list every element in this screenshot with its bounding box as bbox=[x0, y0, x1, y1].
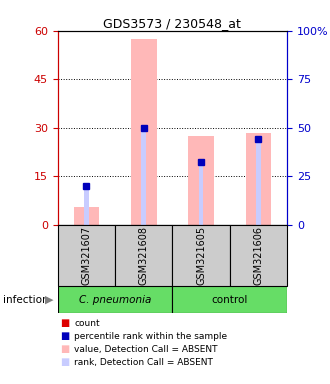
Bar bbox=[142, 128, 146, 225]
Text: ■: ■ bbox=[60, 331, 69, 341]
Text: GSM321607: GSM321607 bbox=[82, 226, 91, 285]
Text: GSM321605: GSM321605 bbox=[196, 226, 206, 285]
Bar bbox=[58, 225, 115, 286]
Bar bbox=[58, 286, 172, 313]
Text: count: count bbox=[74, 319, 100, 328]
Bar bbox=[84, 186, 89, 225]
Text: infection: infection bbox=[3, 295, 49, 305]
Text: ▶: ▶ bbox=[45, 295, 53, 305]
Text: ■: ■ bbox=[60, 358, 69, 367]
Text: GSM321606: GSM321606 bbox=[253, 226, 263, 285]
Bar bbox=[131, 39, 157, 225]
Bar bbox=[115, 225, 172, 286]
Text: control: control bbox=[212, 295, 248, 305]
Text: GSM321608: GSM321608 bbox=[139, 226, 149, 285]
Bar bbox=[172, 286, 287, 313]
Bar bbox=[199, 162, 203, 225]
Bar bbox=[188, 136, 214, 225]
Bar bbox=[172, 225, 230, 286]
Text: rank, Detection Call = ABSENT: rank, Detection Call = ABSENT bbox=[74, 358, 213, 367]
Text: ■: ■ bbox=[60, 344, 69, 354]
Text: value, Detection Call = ABSENT: value, Detection Call = ABSENT bbox=[74, 345, 218, 354]
Text: ■: ■ bbox=[60, 318, 69, 328]
Bar bbox=[74, 207, 99, 225]
Bar bbox=[256, 139, 261, 225]
Bar bbox=[230, 225, 287, 286]
Text: C. pneumonia: C. pneumonia bbox=[79, 295, 151, 305]
Title: GDS3573 / 230548_at: GDS3573 / 230548_at bbox=[104, 17, 241, 30]
Text: percentile rank within the sample: percentile rank within the sample bbox=[74, 332, 227, 341]
Bar bbox=[246, 132, 271, 225]
